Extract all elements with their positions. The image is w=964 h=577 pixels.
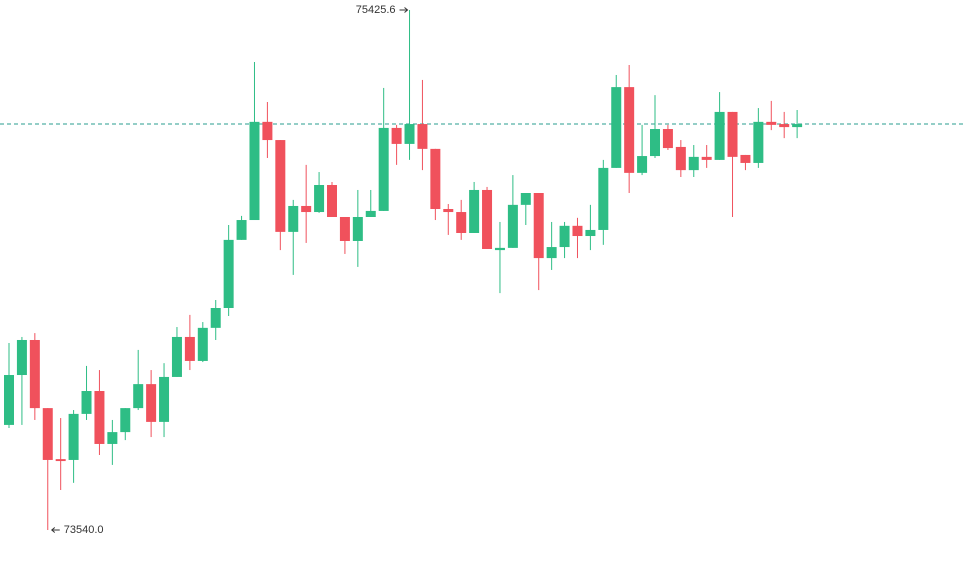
candle-body bbox=[120, 408, 131, 433]
candle-body bbox=[327, 185, 337, 217]
candle-body bbox=[391, 127, 402, 144]
candle-body bbox=[701, 156, 712, 160]
candle-body bbox=[210, 308, 221, 328]
candle-body bbox=[107, 432, 118, 444]
candle-body bbox=[223, 239, 234, 309]
candle-body bbox=[779, 124, 790, 128]
candle-body bbox=[482, 189, 493, 249]
candle-body bbox=[94, 391, 105, 444]
candle-body bbox=[469, 189, 480, 233]
candle-body bbox=[68, 413, 79, 460]
candle-body bbox=[714, 111, 725, 160]
candle-body bbox=[314, 185, 325, 213]
candle-body bbox=[4, 375, 14, 425]
candle-body bbox=[184, 336, 195, 361]
candle-body bbox=[378, 127, 389, 211]
candle-body bbox=[262, 121, 273, 141]
candle-body bbox=[650, 129, 660, 157]
candle-body bbox=[507, 204, 518, 248]
candle-body bbox=[443, 208, 454, 213]
candle-body bbox=[624, 87, 635, 173]
candle-body bbox=[740, 154, 751, 163]
candle-body bbox=[55, 459, 66, 462]
candle-body bbox=[766, 121, 777, 125]
arrow-head bbox=[50, 527, 56, 533]
candle-body bbox=[197, 327, 208, 361]
candle-body bbox=[133, 384, 144, 409]
candle-body bbox=[662, 129, 673, 149]
candle-body bbox=[275, 140, 286, 232]
candle-body bbox=[456, 212, 467, 233]
candle-body bbox=[301, 205, 312, 213]
candle-body bbox=[365, 210, 376, 217]
candle-body bbox=[81, 391, 92, 414]
candle-body bbox=[533, 193, 544, 259]
candle-body bbox=[688, 156, 699, 171]
candle-body bbox=[585, 229, 596, 237]
candle-body bbox=[430, 148, 441, 209]
candle-body bbox=[611, 87, 622, 168]
candle-body bbox=[159, 376, 170, 422]
arrow-head bbox=[404, 7, 409, 13]
candle-body bbox=[42, 408, 53, 460]
candle-body bbox=[236, 220, 247, 240]
candle-body bbox=[520, 193, 531, 205]
candle-body bbox=[792, 124, 803, 128]
candle-body bbox=[417, 124, 428, 149]
candle-body bbox=[249, 121, 260, 221]
low-annotation: 73540.0 bbox=[64, 524, 104, 536]
candle-body bbox=[171, 336, 182, 377]
candle-body bbox=[753, 121, 764, 163]
candle-body bbox=[146, 384, 157, 422]
candle-body bbox=[404, 124, 415, 144]
candle-body bbox=[288, 205, 299, 232]
candle-body bbox=[494, 247, 505, 251]
candle-body bbox=[572, 225, 583, 237]
candle-body bbox=[727, 111, 738, 157]
high-annotation: 75425.6 bbox=[356, 4, 396, 16]
candle-body bbox=[29, 339, 40, 409]
candle-body bbox=[546, 247, 557, 259]
candle-body bbox=[598, 167, 609, 230]
candle-body bbox=[352, 216, 363, 241]
candle-body bbox=[675, 146, 686, 171]
candle-body bbox=[16, 339, 27, 376]
candle-body bbox=[339, 216, 350, 241]
candle-body bbox=[559, 225, 570, 248]
candle-body bbox=[637, 156, 648, 173]
